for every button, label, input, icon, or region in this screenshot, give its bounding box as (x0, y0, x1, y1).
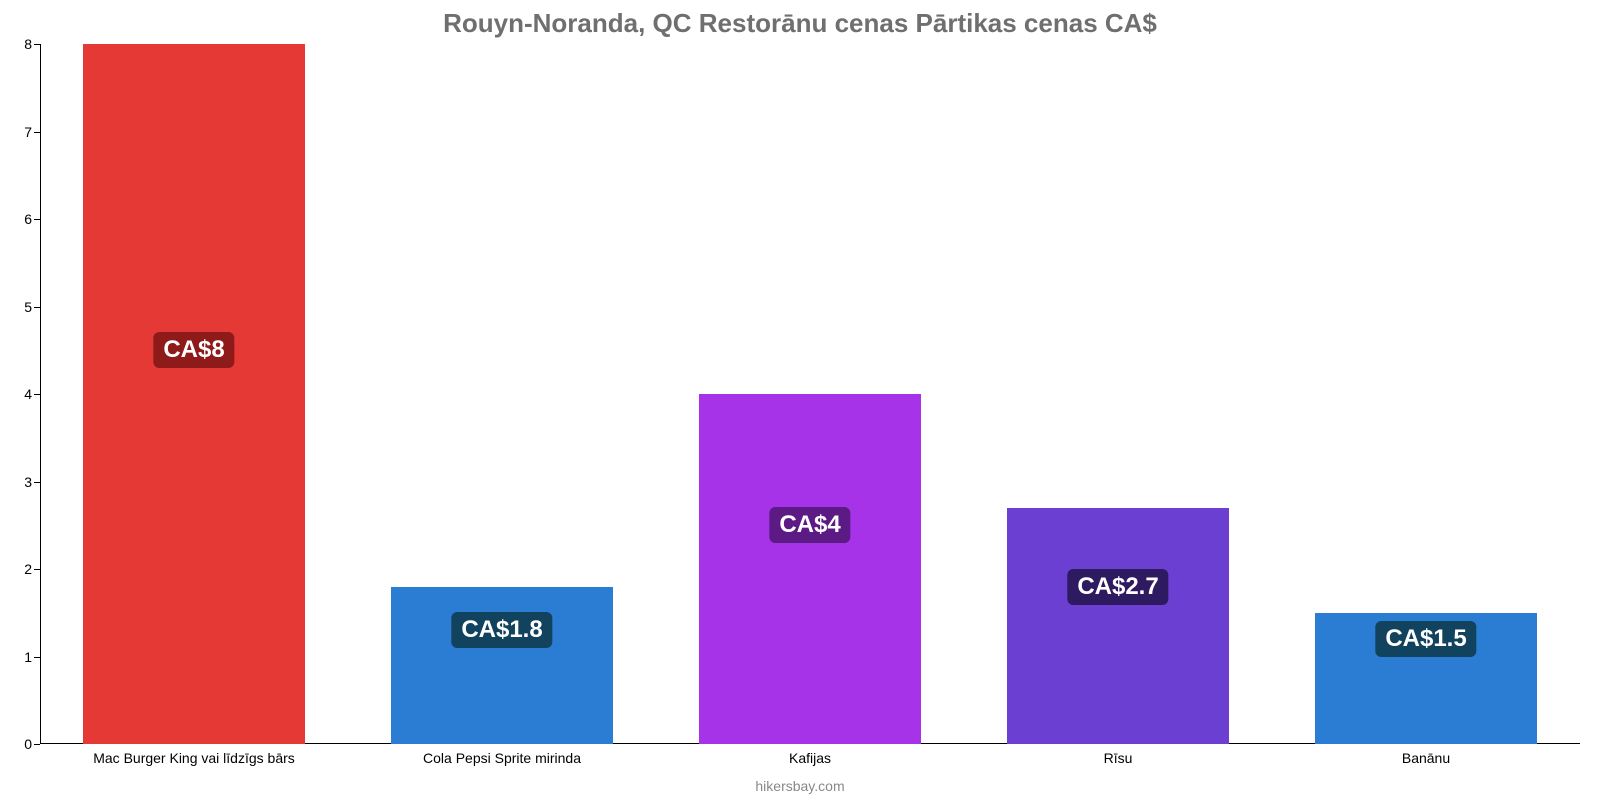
y-tick-label: 5 (6, 299, 32, 315)
y-axis (40, 44, 41, 744)
bar-value-label: CA$4 (769, 507, 850, 543)
chart-title: Rouyn-Noranda, QC Restorānu cenas Pārtik… (0, 8, 1600, 39)
bar (83, 44, 305, 744)
y-tick-mark (34, 657, 40, 658)
y-tick-mark (34, 569, 40, 570)
plot-area: 012345678CA$8Mac Burger King vai līdzīgs… (40, 44, 1580, 744)
bar-value-label: CA$1.5 (1375, 621, 1476, 657)
bar (391, 587, 613, 745)
bar-value-label: CA$1.8 (451, 612, 552, 648)
y-tick-mark (34, 307, 40, 308)
y-tick-mark (34, 132, 40, 133)
y-tick-label: 3 (6, 474, 32, 490)
x-category-label: Banānu (1402, 750, 1450, 766)
bar (1007, 508, 1229, 744)
x-category-label: Mac Burger King vai līdzīgs bārs (93, 750, 295, 766)
y-tick-mark (34, 744, 40, 745)
y-tick-mark (34, 482, 40, 483)
y-tick-label: 4 (6, 386, 32, 402)
y-tick-label: 0 (6, 736, 32, 752)
y-tick-mark (34, 394, 40, 395)
x-category-label: Rīsu (1104, 750, 1133, 766)
y-tick-label: 8 (6, 36, 32, 52)
bar-value-label: CA$2.7 (1067, 569, 1168, 605)
bar-value-label: CA$8 (153, 332, 234, 368)
bar (699, 394, 921, 744)
x-category-label: Kafijas (789, 750, 831, 766)
y-tick-label: 6 (6, 211, 32, 227)
price-bar-chart: Rouyn-Noranda, QC Restorānu cenas Pārtik… (0, 0, 1600, 800)
y-tick-mark (34, 44, 40, 45)
y-tick-label: 1 (6, 649, 32, 665)
y-tick-mark (34, 219, 40, 220)
y-tick-label: 2 (6, 561, 32, 577)
y-tick-label: 7 (6, 124, 32, 140)
credit-text: hikersbay.com (0, 778, 1600, 794)
x-category-label: Cola Pepsi Sprite mirinda (423, 750, 581, 766)
